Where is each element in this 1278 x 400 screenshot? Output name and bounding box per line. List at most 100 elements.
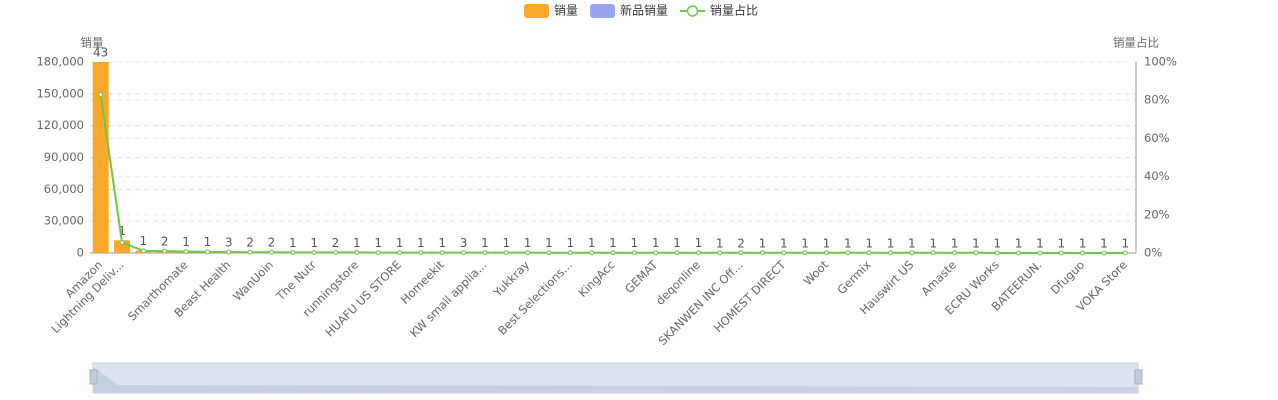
x-tick-label: WanUoin [230,258,276,304]
legend: 销量 新品销量 销量占比 [524,3,758,18]
line-point [503,250,509,256]
y-tick-label: 30,000 [44,214,84,228]
line-point [674,250,680,256]
data-label: 1 [374,236,382,250]
line-point [439,250,445,256]
data-label: 1 [182,235,190,249]
line-point [845,250,851,256]
line-point [546,250,552,256]
x-tick-label: Germix [834,258,874,298]
line-point [930,250,936,256]
data-label: 1 [929,236,937,250]
data-label: 1 [204,235,212,249]
line-point [738,250,744,256]
data-label: 1 [588,236,596,250]
line-point [1122,250,1128,256]
y-tick-label: 180,000 [36,55,84,69]
data-label: 1 [887,236,895,250]
data-label: 1 [502,236,510,250]
data-label: 1 [118,224,126,238]
line-point [909,250,915,256]
line-point [482,250,488,256]
data-label: 1 [396,236,404,250]
data-label: 1 [865,236,873,250]
data-label: 1 [1015,236,1023,250]
line-point [247,249,253,255]
line-point [781,250,787,256]
x-tick-label: Woot [800,257,831,288]
line-point [204,249,210,255]
legend-label: 销量 [554,4,578,18]
data-label: 1 [417,236,425,250]
line-point [119,239,125,245]
data-label: 1 [1036,236,1044,250]
line-point [888,250,894,256]
line-point [354,249,360,255]
legend-swatch [686,5,699,17]
data-label: 2 [737,236,745,250]
line-point [397,250,403,256]
line-point [98,91,104,97]
data-label: 1 [545,236,553,250]
y2-tick-label: 80% [1144,93,1170,107]
line-point [140,248,146,254]
y2-tick-label: 100% [1144,55,1177,69]
zoom-shadow [94,367,1137,393]
data-label: 1 [908,236,916,250]
y-tick-label: 0 [77,246,84,260]
y2-tick-label: 60% [1144,131,1170,145]
line-point [589,250,595,256]
data-label: 1 [1100,236,1108,250]
x-tick-label: GEMAT [622,257,661,296]
line-point [759,250,765,256]
y-tick-label: 60,000 [44,182,84,196]
line-point [823,250,829,256]
line-point [695,250,701,256]
data-label: 1 [673,236,681,250]
data-label: 2 [246,236,254,250]
line-point [525,250,531,256]
line-point [653,250,659,256]
data-label: 1 [353,236,361,250]
line-point [610,250,616,256]
y-tick-label: 150,000 [36,86,84,100]
line-point [866,250,872,256]
data-label: 1 [695,236,703,250]
line-point [973,250,979,256]
data-label: 1 [1079,236,1087,250]
x-tick-label: HUAFU US STORE [322,258,404,340]
y-axis-label: 销量 [81,36,104,50]
x-tick-label: Best Selections... [495,258,575,338]
line-point [183,249,189,255]
data-zoom[interactable] [89,362,1143,394]
data-label: 2 [161,234,169,248]
data-label: 43 [93,46,108,60]
data-label: 1 [438,236,446,250]
line-point [1101,250,1107,256]
y2-tick-label: 40% [1144,169,1170,183]
data-label: 1 [716,236,724,250]
data-label: 3 [460,236,468,250]
legend-label: 新品销量 [620,3,668,18]
line-point [1058,250,1064,256]
data-label: 3 [225,235,233,249]
data-label: 1 [481,236,489,250]
data-label: 1 [801,236,809,250]
line-point [1016,250,1022,256]
line-point [226,249,232,255]
x-tick-label: Amaste [918,258,959,299]
data-label: 1 [289,236,297,250]
data-label: 1 [972,236,980,250]
data-label: 1 [780,236,788,250]
y2-tick-label: 20% [1144,207,1170,221]
line-series [99,94,1126,254]
legend-swatch [524,4,549,18]
zoom-handle[interactable] [1134,369,1143,385]
zoom-handle[interactable] [89,369,98,385]
y2-axis-label: 销量占比 [1113,36,1159,50]
legend-label: 销量占比 [710,3,758,18]
data-label: 2 [332,236,340,250]
y-tick-label: 90,000 [44,150,84,164]
y-tick-label: 120,000 [36,118,84,132]
